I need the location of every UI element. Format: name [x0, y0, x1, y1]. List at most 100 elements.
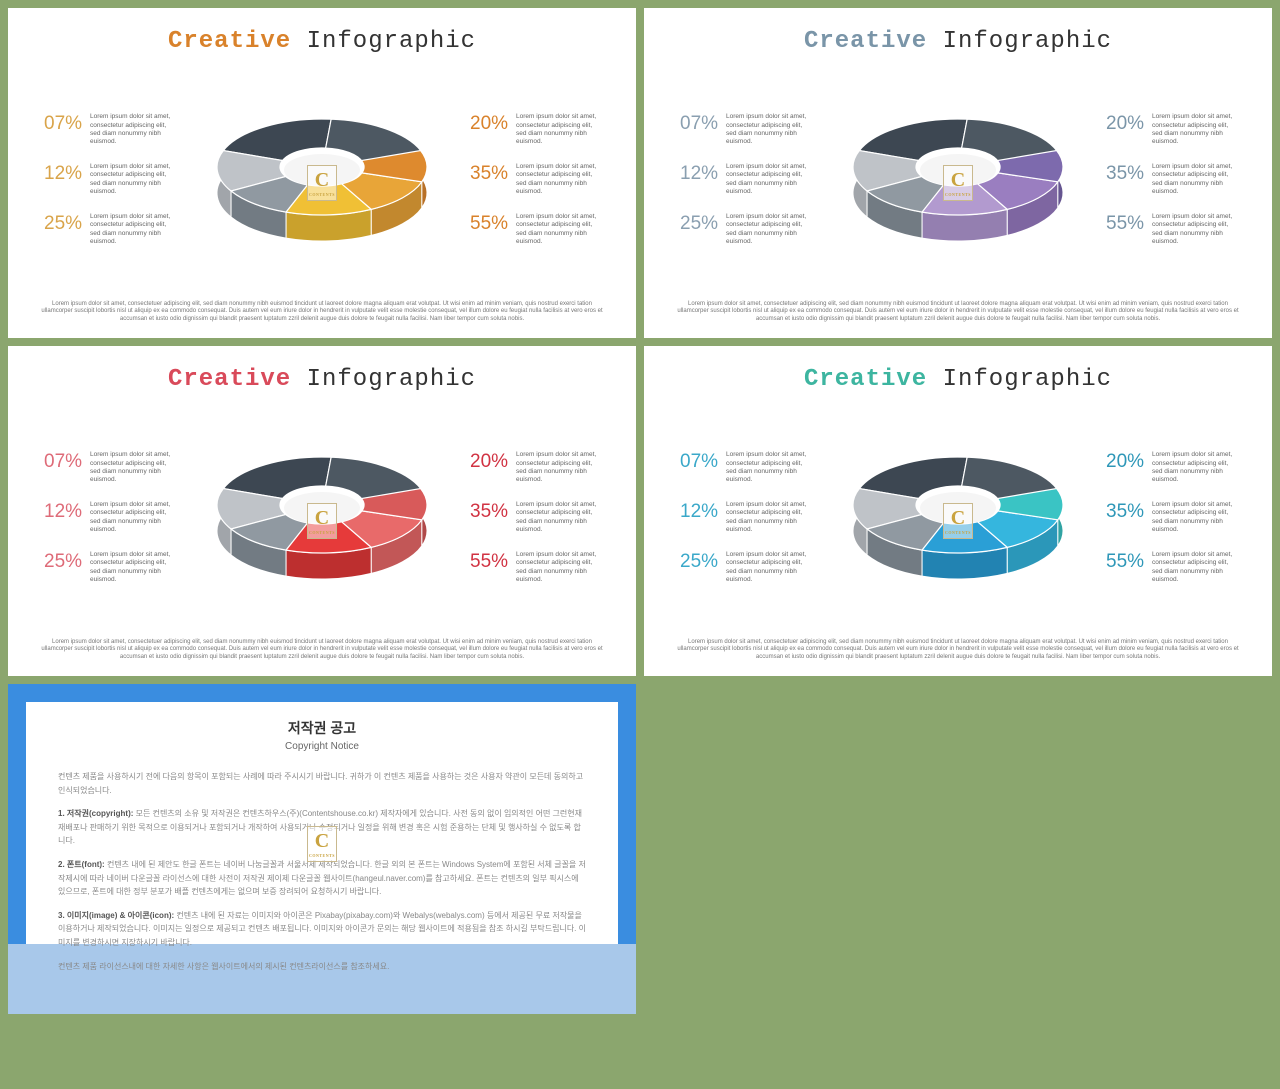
- stat-pct: 20%: [470, 113, 510, 135]
- stat-pct: 35%: [1106, 163, 1146, 185]
- copyright-intro: 컨텐츠 제품을 사용하시기 전에 다음의 항목이 포함되는 사례에 따라 주시시…: [58, 770, 586, 797]
- slide-copyright: 저작권 공고 Copyright Notice 컨텐츠 제품을 사용하시기 전에…: [8, 684, 636, 1014]
- stat-right-0: 20% Lorem ipsum dolor sit amet, consecte…: [470, 451, 600, 485]
- stat-pct: 55%: [1106, 551, 1146, 573]
- slide-1: Creative Infographic 07% Lorem ipsum dol…: [8, 8, 636, 338]
- stat-col-right: 20% Lorem ipsum dolor sit amet, consecte…: [1106, 451, 1236, 584]
- watermark-icon: C CONTENTS: [307, 503, 337, 539]
- stat-right-0: 20% Lorem ipsum dolor sit amet, consecte…: [1106, 113, 1236, 147]
- slide-4: Creative Infographic 07% Lorem ipsum dol…: [644, 346, 1272, 676]
- stat-left-1: 12% Lorem ipsum dolor sit amet, consecte…: [680, 163, 810, 197]
- stat-left-0: 07% Lorem ipsum dolor sit amet, consecte…: [680, 451, 810, 485]
- stat-pct: 12%: [680, 163, 720, 185]
- stat-left-0: 07% Lorem ipsum dolor sit amet, consecte…: [44, 113, 174, 147]
- donut-chart: C CONTENTS: [828, 435, 1088, 600]
- copyright-subtitle: Copyright Notice: [58, 741, 586, 752]
- stat-left-2: 25% Lorem ipsum dolor sit amet, consecte…: [44, 551, 174, 585]
- copyright-title: 저작권 공고: [58, 718, 586, 738]
- stat-desc: Lorem ipsum dolor sit amet, consectetur …: [1152, 163, 1236, 197]
- title-accent: Creative: [804, 366, 927, 393]
- stat-col-left: 07% Lorem ipsum dolor sit amet, consecte…: [44, 451, 174, 584]
- slide-title: Creative Infographic: [28, 28, 616, 55]
- watermark-sub: CONTENTS: [945, 530, 971, 535]
- stat-pct: 35%: [470, 163, 510, 185]
- slide-title: Creative Infographic: [28, 366, 616, 393]
- stat-right-2: 55% Lorem ipsum dolor sit amet, consecte…: [1106, 551, 1236, 585]
- copyright-item-2: 3. 이미지(image) & 아이콘(icon): 컨텐츠 내에 된 자료는 …: [58, 909, 586, 950]
- stat-col-right: 20% Lorem ipsum dolor sit amet, consecte…: [470, 451, 600, 584]
- footer-text: Lorem ipsum dolor sit amet, consectetuer…: [664, 639, 1252, 662]
- slide-3: Creative Infographic 07% Lorem ipsum dol…: [8, 346, 636, 676]
- stat-desc: Lorem ipsum dolor sit amet, consectetur …: [726, 451, 810, 485]
- watermark-sub: CONTENTS: [309, 853, 335, 858]
- donut-row: 07% Lorem ipsum dolor sit amet, consecte…: [664, 407, 1252, 629]
- stat-col-left: 07% Lorem ipsum dolor sit amet, consecte…: [680, 113, 810, 246]
- donut-chart: C CONTENTS: [192, 435, 452, 600]
- watermark-icon: C CONTENTS: [943, 165, 973, 201]
- footer-text: Lorem ipsum dolor sit amet, consectetuer…: [664, 301, 1252, 324]
- title-accent: Creative: [804, 28, 927, 55]
- watermark-letter: C: [951, 507, 965, 530]
- stat-right-0: 20% Lorem ipsum dolor sit amet, consecte…: [470, 113, 600, 147]
- footer-text: Lorem ipsum dolor sit amet, consectetuer…: [28, 301, 616, 324]
- stat-pct: 55%: [1106, 213, 1146, 235]
- stat-pct: 55%: [470, 213, 510, 235]
- stat-desc: Lorem ipsum dolor sit amet, consectetur …: [1152, 213, 1236, 247]
- stat-pct: 07%: [44, 451, 84, 473]
- donut-row: 07% Lorem ipsum dolor sit amet, consecte…: [28, 69, 616, 291]
- stat-pct: 25%: [44, 213, 84, 235]
- stat-desc: Lorem ipsum dolor sit amet, consectetur …: [90, 551, 174, 585]
- slide-2: Creative Infographic 07% Lorem ipsum dol…: [644, 8, 1272, 338]
- stat-desc: Lorem ipsum dolor sit amet, consectetur …: [90, 163, 174, 197]
- stat-col-right: 20% Lorem ipsum dolor sit amet, consecte…: [1106, 113, 1236, 246]
- stat-left-2: 25% Lorem ipsum dolor sit amet, consecte…: [680, 213, 810, 247]
- stat-right-2: 55% Lorem ipsum dolor sit amet, consecte…: [1106, 213, 1236, 247]
- copyright-content: 저작권 공고 Copyright Notice 컨텐츠 제품을 사용하시기 전에…: [8, 684, 636, 1003]
- stat-pct: 25%: [680, 213, 720, 235]
- stat-desc: Lorem ipsum dolor sit amet, consectetur …: [516, 551, 600, 585]
- stat-desc: Lorem ipsum dolor sit amet, consectetur …: [726, 163, 810, 197]
- stat-pct: 35%: [470, 501, 510, 523]
- stat-right-2: 55% Lorem ipsum dolor sit amet, consecte…: [470, 551, 600, 585]
- donut-chart: C CONTENTS: [828, 97, 1088, 262]
- stat-left-0: 07% Lorem ipsum dolor sit amet, consecte…: [44, 451, 174, 485]
- stat-right-0: 20% Lorem ipsum dolor sit amet, consecte…: [1106, 451, 1236, 485]
- copyright-outro: 컨텐츠 제품 라이선스내에 대한 자세한 사항은 웹사이트에서의 제시된 컨텐츠…: [58, 960, 586, 974]
- slide-title: Creative Infographic: [664, 28, 1252, 55]
- stat-desc: Lorem ipsum dolor sit amet, consectetur …: [516, 113, 600, 147]
- stat-desc: Lorem ipsum dolor sit amet, consectetur …: [726, 501, 810, 535]
- watermark-icon: C CONTENTS: [307, 165, 337, 201]
- title-rest: Infographic: [943, 28, 1112, 55]
- donut-row: 07% Lorem ipsum dolor sit amet, consecte…: [28, 407, 616, 629]
- copyright-item-1: 2. 폰트(font): 컨텐츠 내에 된 제안도 한글 폰트는 네이버 나눔글…: [58, 858, 586, 899]
- watermark-sub: CONTENTS: [945, 192, 971, 197]
- stat-right-1: 35% Lorem ipsum dolor sit amet, consecte…: [1106, 501, 1236, 535]
- watermark-letter: C: [315, 169, 329, 192]
- stat-right-1: 35% Lorem ipsum dolor sit amet, consecte…: [470, 163, 600, 197]
- watermark-letter: C: [951, 169, 965, 192]
- stat-left-1: 12% Lorem ipsum dolor sit amet, consecte…: [680, 501, 810, 535]
- stat-left-2: 25% Lorem ipsum dolor sit amet, consecte…: [44, 213, 174, 247]
- stat-right-1: 35% Lorem ipsum dolor sit amet, consecte…: [1106, 163, 1236, 197]
- stat-desc: Lorem ipsum dolor sit amet, consectetur …: [90, 213, 174, 247]
- slide-title: Creative Infographic: [664, 366, 1252, 393]
- title-rest: Infographic: [943, 366, 1112, 393]
- stat-desc: Lorem ipsum dolor sit amet, consectetur …: [90, 451, 174, 485]
- stat-pct: 20%: [1106, 451, 1146, 473]
- stat-desc: Lorem ipsum dolor sit amet, consectetur …: [516, 451, 600, 485]
- stat-desc: Lorem ipsum dolor sit amet, consectetur …: [726, 113, 810, 147]
- stat-desc: Lorem ipsum dolor sit amet, consectetur …: [1152, 551, 1236, 585]
- watermark-sub: CONTENTS: [309, 192, 335, 197]
- stat-desc: Lorem ipsum dolor sit amet, consectetur …: [726, 551, 810, 585]
- stat-pct: 25%: [680, 551, 720, 573]
- title-accent: Creative: [168, 366, 291, 393]
- stat-pct: 20%: [470, 451, 510, 473]
- watermark-icon: C CONTENTS: [943, 503, 973, 539]
- stat-desc: Lorem ipsum dolor sit amet, consectetur …: [1152, 113, 1236, 147]
- donut-chart: C CONTENTS: [192, 97, 452, 262]
- stat-pct: 12%: [44, 163, 84, 185]
- copyright-body: 컨텐츠 제품을 사용하시기 전에 다음의 항목이 포함되는 사례에 따라 주시시…: [58, 770, 586, 973]
- stat-left-1: 12% Lorem ipsum dolor sit amet, consecte…: [44, 163, 174, 197]
- stat-col-left: 07% Lorem ipsum dolor sit amet, consecte…: [44, 113, 174, 246]
- stat-col-right: 20% Lorem ipsum dolor sit amet, consecte…: [470, 113, 600, 246]
